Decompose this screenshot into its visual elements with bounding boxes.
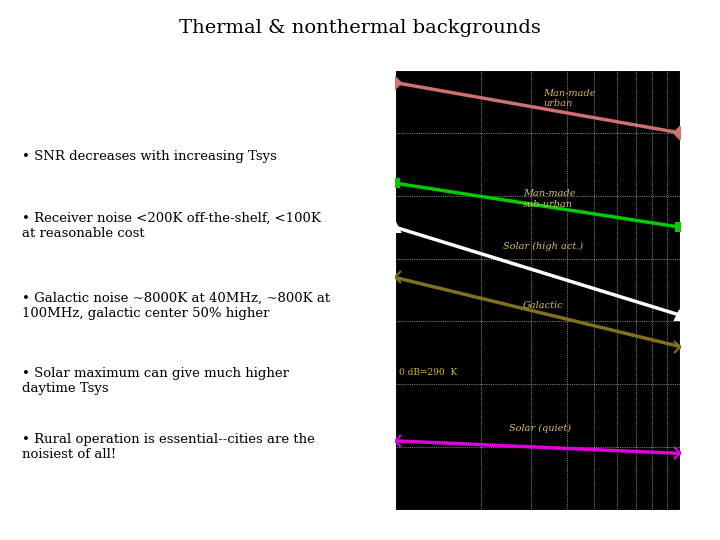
Text: Man-made
urban: Man-made urban [543,89,595,108]
Text: • SNR decreases with increasing Tsys: • SNR decreases with increasing Tsys [22,150,276,163]
Text: 10: 10 [389,519,401,529]
Text: -10: -10 [683,442,698,452]
Text: • Solar maximum can give much higher
daytime Tsys: • Solar maximum can give much higher day… [22,367,289,395]
Text: 10: 10 [683,316,695,326]
Text: 20: 20 [683,254,695,264]
Text: Galactic: Galactic [523,301,564,310]
Text: 50: 50 [683,70,695,80]
Text: 0 dB=290  K: 0 dB=290 K [400,368,457,377]
Text: • Rural operation is essential--cities are the
noisiest of all!: • Rural operation is essential--cities a… [22,433,315,461]
Text: Solar (high act.): Solar (high act.) [503,241,583,251]
Text: Man-made
sub-urban: Man-made sub-urban [523,189,576,208]
Text: 100MHz: 100MHz [641,519,680,529]
Text: • Receiver noise <200K off-the-shelf, <100K
at reasonable cost: • Receiver noise <200K off-the-shelf, <1… [22,212,320,240]
Text: • Galactic noise ~8000K at 40MHz, ~800K at
100MHz, galactic center 50% higher: • Galactic noise ~8000K at 40MHz, ~800K … [22,292,330,320]
Text: Solar (quiet): Solar (quiet) [509,424,571,433]
Text: Thermal & nonthermal backgrounds: Thermal & nonthermal backgrounds [179,19,541,37]
Text: 30: 30 [683,191,695,201]
Text: -20: -20 [683,505,698,515]
Text: 40: 40 [683,128,695,138]
Text: 0: 0 [683,379,688,389]
Text: dB: dB [683,51,696,60]
